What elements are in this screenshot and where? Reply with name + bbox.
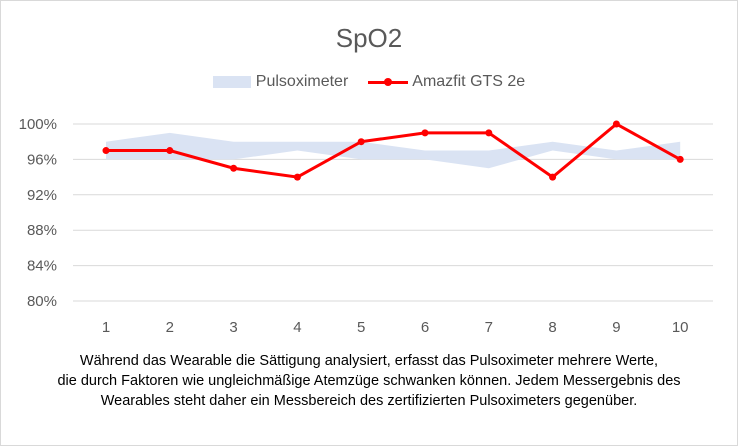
x-tick-label: 7 — [485, 319, 493, 336]
x-tick-label: 9 — [612, 319, 620, 336]
legend-label: Pulsoximeter — [255, 73, 349, 90]
legend-swatch-area — [212, 76, 251, 88]
y-tick-label: 84% — [27, 258, 57, 275]
y-tick-label: 88% — [27, 222, 57, 239]
legend: Pulsoximeter Amazfit GTS 2e — [1, 73, 737, 91]
legend-swatch-line — [368, 78, 409, 86]
x-tick-label: 10 — [672, 319, 689, 336]
x-tick-label: 1 — [102, 319, 110, 336]
caption-line: Während das Wearable die Sättigung analy… — [79, 353, 659, 369]
amazfit-point — [166, 147, 174, 155]
amazfit-point — [421, 129, 429, 137]
x-tick-label: 8 — [548, 319, 556, 336]
caption-line: die durch Faktoren wie ungleichmäßige At… — [57, 373, 681, 389]
chart-title: SpO2 — [335, 23, 403, 53]
y-tick-label: 96% — [27, 151, 57, 168]
amazfit-point — [549, 173, 557, 181]
amazfit-point — [357, 138, 365, 146]
x-tick-label: 2 — [166, 319, 174, 336]
amazfit-point — [485, 129, 493, 137]
amazfit-point — [676, 155, 684, 163]
y-tick-label: 80% — [27, 293, 57, 310]
pulsoximeter-range-area — [106, 132, 681, 169]
y-tick-label: 100% — [19, 116, 57, 133]
x-tick-label: 6 — [421, 319, 429, 336]
x-tick-label: 4 — [293, 319, 301, 336]
amazfit-point — [230, 164, 238, 172]
legend-item-amazfit: Amazfit GTS 2e — [368, 73, 525, 91]
caption-line: Wearables steht daher ein Messbereich de… — [100, 393, 638, 409]
amazfit-point — [293, 173, 301, 181]
caption: Während das Wearable die Sättigung analy… — [1, 351, 737, 411]
y-tick-label: 92% — [27, 187, 57, 204]
legend-label: Amazfit GTS 2e — [412, 73, 526, 90]
x-tick-label: 3 — [229, 319, 237, 336]
amazfit-line — [106, 122, 681, 179]
x-tick-label: 5 — [357, 319, 365, 336]
amazfit-point — [102, 147, 110, 155]
legend-item-pulsoximeter: Pulsoximeter — [212, 73, 349, 91]
amazfit-point — [612, 120, 620, 128]
